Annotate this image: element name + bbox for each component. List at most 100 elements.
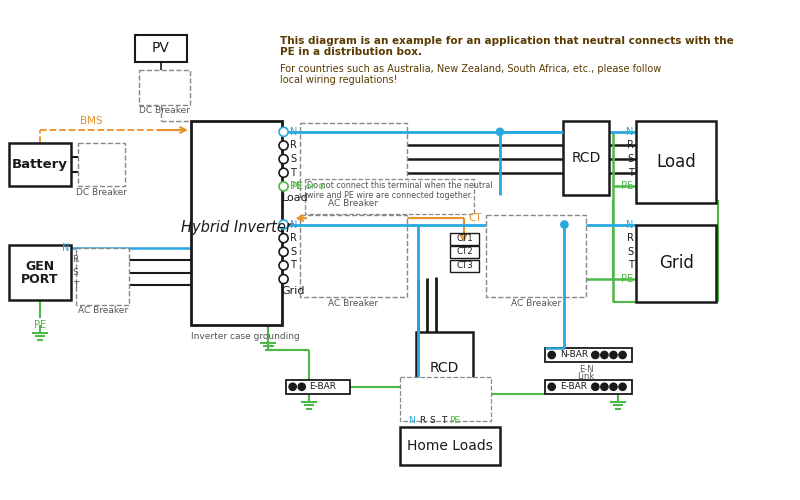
Text: S: S [73,268,78,277]
Text: This diagram is an example for an application that neutral connects with the
PE : This diagram is an example for an applic… [280,36,734,57]
Text: N: N [62,243,69,253]
Text: PE or ⊗: PE or ⊗ [292,182,326,191]
Text: N: N [290,127,298,137]
Text: PE: PE [449,416,460,426]
Text: PE: PE [622,182,634,192]
Circle shape [279,182,288,191]
Text: R: R [290,233,297,243]
Text: Link: Link [578,372,595,381]
Bar [636,121,716,202]
Text: RCD: RCD [430,361,459,375]
Bar [76,248,129,304]
Bar [9,143,71,186]
Text: T: T [290,168,296,177]
Text: CT: CT [468,213,482,223]
Text: R: R [290,140,297,150]
Text: PE: PE [290,182,302,192]
Text: Inverter case grounding: Inverter case grounding [191,332,300,341]
Circle shape [561,221,568,228]
Bar [139,70,190,104]
Text: N: N [408,416,415,426]
Text: Load: Load [656,153,696,171]
Bar [546,348,632,362]
Text: Grid: Grid [282,286,306,296]
Circle shape [610,383,617,390]
Circle shape [298,383,306,390]
Bar [286,380,350,394]
Text: E-BAR: E-BAR [560,382,587,392]
Bar [546,380,632,394]
Text: For countries such as Australia, New Zealand, South Africa, etc., please follow
: For countries such as Australia, New Zea… [280,64,661,86]
Circle shape [279,274,288,283]
Text: PORT: PORT [22,272,58,285]
Text: T: T [73,281,78,290]
Bar [134,34,187,62]
Text: N: N [626,220,634,230]
Circle shape [279,234,288,242]
Circle shape [279,154,288,164]
Text: T: T [628,260,634,270]
Text: BMS: BMS [79,116,102,126]
Bar [78,143,126,186]
Bar [400,427,500,466]
Text: S: S [290,247,296,257]
Text: R: R [72,256,78,264]
Circle shape [592,383,599,390]
Bar [450,232,479,244]
Text: Home Loads: Home Loads [407,440,493,454]
Bar [450,246,479,258]
Bar [400,377,490,421]
Circle shape [496,128,503,136]
Bar [563,121,609,196]
Text: DC Breaker: DC Breaker [139,106,190,116]
Text: Load: Load [282,192,309,202]
Text: S: S [290,154,296,164]
Circle shape [548,352,555,358]
Text: N-BAR: N-BAR [560,350,588,360]
Text: N: N [290,220,298,230]
Circle shape [289,383,296,390]
Text: N: N [626,127,634,137]
Bar [9,246,71,300]
Bar [300,216,407,298]
Circle shape [279,168,288,177]
Text: E-BAR: E-BAR [309,382,336,392]
Text: PE: PE [622,274,634,284]
Text: Grid: Grid [658,254,694,272]
Text: DC Breaker: DC Breaker [76,188,127,197]
Text: T: T [441,416,446,426]
Circle shape [592,352,599,358]
Circle shape [279,248,288,256]
Text: CT1: CT1 [456,234,473,242]
Text: S: S [430,416,435,426]
Text: AC Breaker: AC Breaker [78,306,128,316]
Bar [486,216,586,298]
Circle shape [279,141,288,150]
Text: R: R [626,233,634,243]
Text: Do not connect this terminal when the neutral
wire and PE wire are connected tog: Do not connect this terminal when the ne… [307,181,493,201]
Text: GEN: GEN [26,260,54,273]
Circle shape [619,383,626,390]
Bar [191,121,282,326]
Circle shape [279,220,288,229]
Circle shape [601,352,608,358]
Circle shape [601,383,608,390]
Text: CT2: CT2 [456,248,473,256]
Circle shape [610,352,617,358]
Text: Hybrid Inverter: Hybrid Inverter [181,220,292,235]
Text: E-N: E-N [579,364,594,374]
Circle shape [619,352,626,358]
Text: AC Breaker: AC Breaker [511,299,562,308]
Text: AC Breaker: AC Breaker [329,199,378,208]
Circle shape [279,128,288,136]
Text: Battery: Battery [12,158,68,171]
Text: AC Breaker: AC Breaker [329,299,378,308]
Text: T: T [628,168,634,177]
Bar [416,332,473,404]
Text: S: S [627,154,634,164]
Text: PV: PV [152,41,170,55]
Text: PE: PE [34,320,46,330]
Bar [306,179,474,214]
Text: T: T [290,260,296,270]
Circle shape [548,383,555,390]
